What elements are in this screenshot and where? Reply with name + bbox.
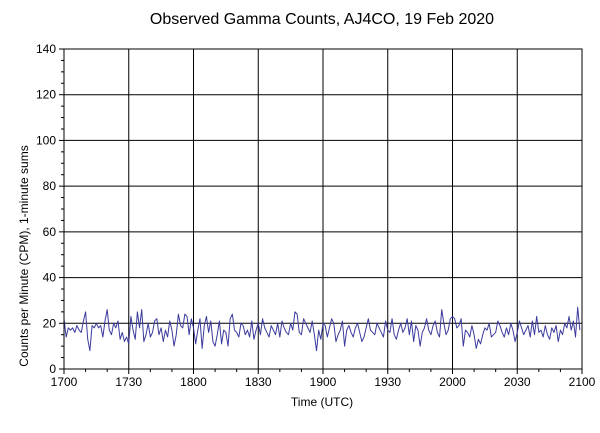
series-layer	[63, 306, 581, 352]
y-tick-label: 80	[43, 179, 57, 193]
y-tick-label: 120	[36, 88, 56, 102]
x-tick-label: 1830	[245, 375, 272, 389]
x-tick-label: 1930	[374, 375, 401, 389]
y-tick-label: 20	[43, 316, 57, 330]
x-tick-label: 1730	[115, 375, 142, 389]
y-tick-label: 40	[43, 271, 57, 285]
grid	[64, 49, 582, 369]
chart-title: Observed Gamma Counts, AJ4CO, 19 Feb 202…	[150, 11, 494, 28]
y-tick-label: 60	[43, 225, 57, 239]
x-axis-label: Time (UTC)	[291, 395, 353, 409]
y-axis-label: Counts per Minute (CPM), 1-minute sums	[17, 145, 31, 366]
x-tick-label: 1700	[51, 375, 78, 389]
x-tick-label: 2030	[504, 375, 531, 389]
ticks: 1700 1730 1800 1830 1900 1930 2000 2030 2100 0 20 4…	[36, 42, 596, 389]
x-tick-label: 1900	[310, 375, 337, 389]
x-tick-label: 1800	[180, 375, 207, 389]
y-tick-label: 0	[49, 362, 56, 376]
x-tick-label: 2000	[439, 375, 466, 389]
y-tick-label: 140	[36, 42, 56, 56]
gamma-count-series-line	[63, 306, 581, 352]
y-tick-label: 100	[36, 133, 56, 147]
x-tick-label: 2100	[569, 375, 596, 389]
